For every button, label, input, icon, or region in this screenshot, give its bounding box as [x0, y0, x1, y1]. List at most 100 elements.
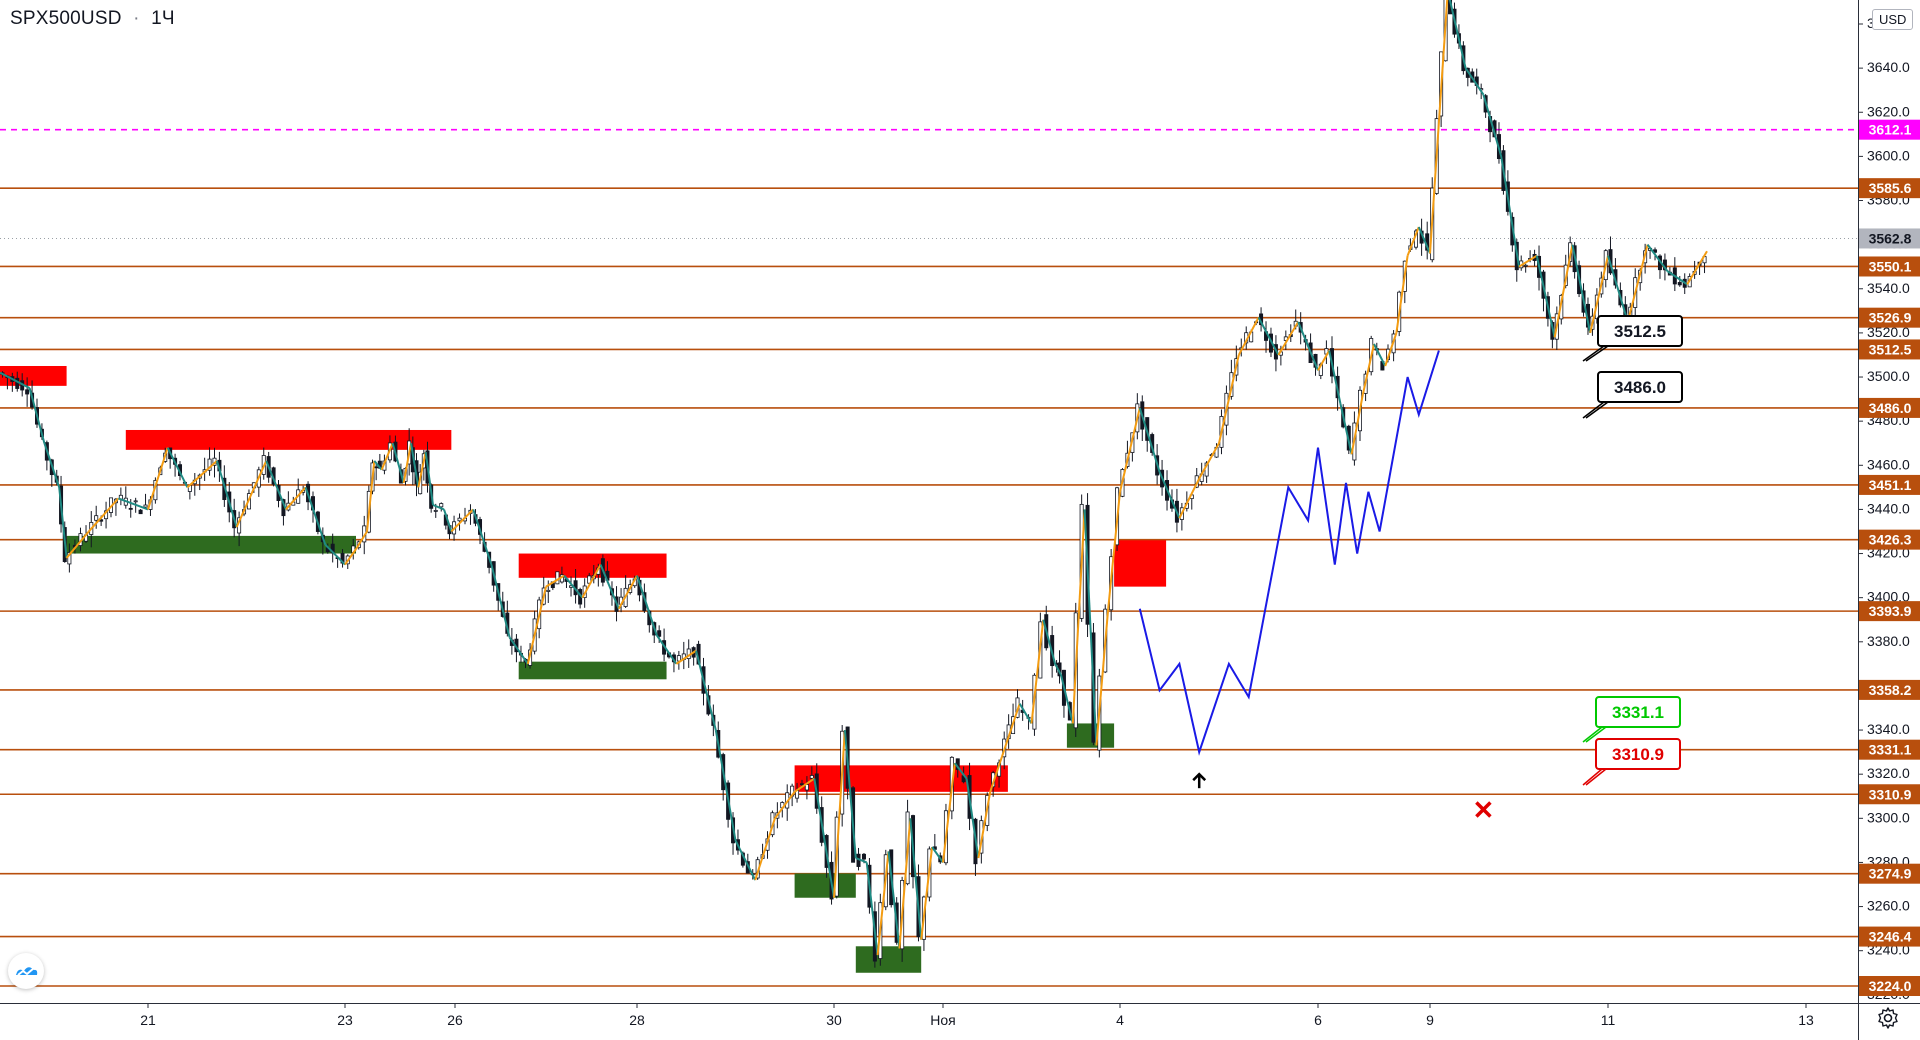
zigzag-segment: [472, 509, 493, 565]
demand-zone[interactable]: [794, 873, 856, 898]
level-price-badge[interactable]: [1859, 863, 1920, 884]
zigzag-segment: [675, 649, 697, 665]
price-axis-ticks: 3220.03240.03260.03280.03300.03320.03340…: [1858, 15, 1910, 1002]
candle-body: [207, 458, 212, 471]
zigzag-segment: [344, 548, 357, 566]
time-tick-label: 30: [826, 1012, 842, 1028]
zigzag-segment: [695, 650, 717, 731]
zigzag-segment: [843, 729, 857, 859]
zigzag-segment: [1384, 332, 1398, 367]
level-price-badge[interactable]: [1859, 474, 1920, 495]
dashed-level-price-badge[interactable]: [1859, 119, 1920, 140]
level-price-badge[interactable]: [1859, 601, 1920, 622]
level-price-badge[interactable]: [1859, 397, 1920, 418]
zigzag-segment: [920, 846, 934, 940]
symbol-title[interactable]: SPX500USD · 1Ч: [10, 8, 175, 30]
demand-zone[interactable]: [518, 661, 667, 680]
level-price-badge[interactable]: [1859, 739, 1920, 760]
time-tick-label: 9: [1426, 1012, 1434, 1028]
zigzag-segment: [166, 447, 189, 488]
zigzag-segment: [1328, 350, 1342, 404]
current-price-badge[interactable]: [1859, 228, 1920, 249]
projection-path[interactable]: [1138, 350, 1440, 756]
level-price-badge[interactable]: [1859, 926, 1920, 947]
zigzag-segment: [324, 544, 346, 566]
zigzag-segment: [0, 371, 31, 389]
zigzag-segment: [366, 460, 376, 532]
price-tick-label: 3400.0: [1867, 589, 1910, 605]
candle-body: [138, 509, 143, 515]
price-tick-label: 3540.0: [1867, 280, 1910, 296]
zigzag-segment: [1535, 255, 1556, 338]
candle-body: [546, 589, 551, 592]
supply-zone[interactable]: [518, 553, 667, 578]
level-price-badge[interactable]: [1859, 784, 1920, 805]
zigzag-segment: [1178, 478, 1201, 519]
zigzag-segment: [1054, 663, 1062, 676]
zigzag-segment: [1119, 407, 1141, 492]
level-price-badge[interactable]: [1859, 307, 1920, 328]
zigzag-segment: [1339, 403, 1353, 455]
zigzag-segment: [235, 460, 268, 528]
current-price-badge-text: 3562.8: [1869, 230, 1912, 246]
demand-zone[interactable]: [66, 535, 356, 554]
zigzag-segment: [1395, 255, 1409, 334]
callout-pointer: [1582, 345, 1605, 362]
callout-box: [1597, 371, 1683, 403]
zigzag-segment: [1646, 244, 1669, 272]
zigzag-segment: [1042, 619, 1057, 665]
time-tick-label: 6: [1314, 1012, 1322, 1028]
supply-zone[interactable]: [1114, 540, 1167, 587]
time-axis-ticks: 21 23 26 28 30 Ноя 4 6 9 11 13: [140, 1003, 1814, 1028]
zigzag-segment: [443, 509, 453, 532]
supply-zone[interactable]: [0, 365, 67, 386]
time-tick-label: 21: [140, 1012, 156, 1028]
demand-zone[interactable]: [855, 946, 922, 973]
time-tick-label: 26: [447, 1012, 463, 1028]
callout-pointer: [1585, 768, 1607, 786]
zigzag-segment: [898, 818, 912, 949]
zigzag-segment: [754, 818, 776, 881]
zigzag-segment: [942, 763, 956, 863]
candle-body: [809, 775, 814, 779]
currency-button[interactable]: USD: [1872, 9, 1914, 30]
zigzag-segment: [833, 729, 846, 898]
candle-body: [799, 783, 804, 786]
level-price-badge[interactable]: [1859, 339, 1920, 360]
level-price-badge-text: 3550.1: [1869, 258, 1912, 274]
gear-icon[interactable]: [1876, 1006, 1900, 1030]
supply-zone[interactable]: [125, 429, 452, 450]
zigzag-segment: [28, 387, 46, 444]
dashed-level-price-badge-text: 3612.1: [1869, 122, 1912, 138]
target-2-label[interactable]: 3486.0: [1582, 371, 1683, 419]
level-price-badge[interactable]: [1859, 976, 1920, 996]
candle-body: [67, 552, 72, 565]
zigzag-segment: [563, 574, 584, 599]
zigzag-segment: [1429, 0, 1449, 254]
callout-pointer: [1582, 726, 1603, 743]
zigzag-segment: [655, 634, 678, 665]
level-price-badge[interactable]: [1859, 529, 1920, 550]
zigzag-segment: [1500, 156, 1520, 267]
candle-body: [555, 571, 560, 585]
buy-label[interactable]: 3331.1: [1582, 696, 1681, 743]
zigzag-segment: [490, 564, 511, 638]
level-price-badge[interactable]: [1859, 256, 1920, 277]
supply-zone[interactable]: [794, 765, 1008, 792]
price-tick-label: 3340.0: [1867, 721, 1910, 737]
zigzag-segment: [813, 778, 835, 898]
level-price-badge[interactable]: [1859, 679, 1920, 700]
zigzag-segment: [43, 442, 61, 488]
zigzag-segment: [1448, 0, 1467, 69]
level-price-badge[interactable]: [1859, 178, 1920, 199]
stop-marker: [1475, 801, 1492, 818]
zigzag-segment: [734, 839, 757, 881]
zigzag-segment: [304, 487, 327, 546]
target-1-label[interactable]: 3512.5: [1582, 315, 1683, 362]
time-tick-label: 4: [1116, 1012, 1124, 1028]
tradingview-logo-icon[interactable]: [8, 953, 44, 989]
zigzag-segment: [215, 460, 238, 528]
stop-label[interactable]: 3310.9: [1582, 738, 1681, 786]
